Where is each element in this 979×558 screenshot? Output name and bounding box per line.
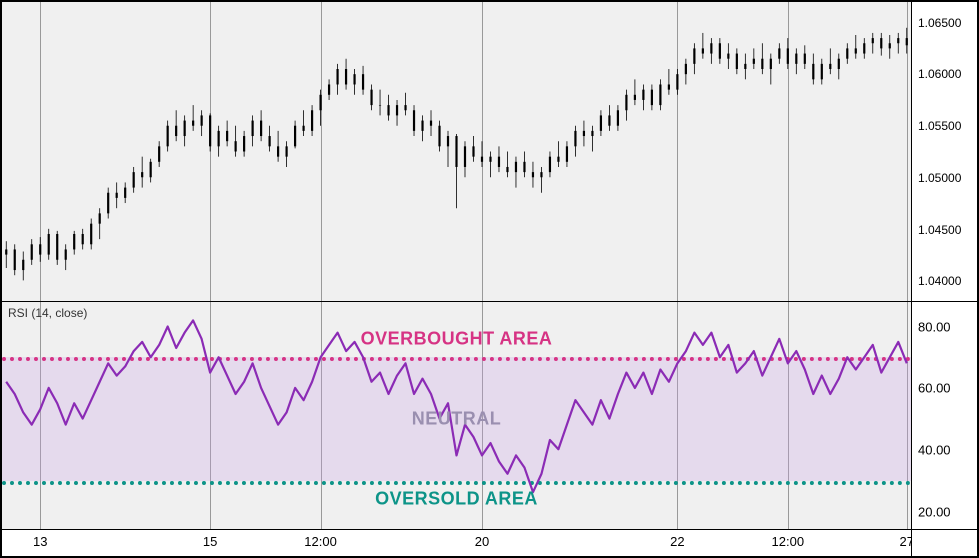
rsi-title: RSI (14, close) — [8, 306, 87, 320]
x-axis-spacer — [911, 530, 977, 556]
price-ytick-label: 1.05500 — [918, 119, 961, 133]
price-y-axis: 1.04000 1.04500 1.05000 1.05500 1.06000 1.065… — [911, 2, 977, 301]
price-ytick-label: 1.04000 — [918, 274, 961, 288]
candlestick-series — [2, 2, 911, 301]
price-ytick-label: 1.06000 — [918, 67, 961, 81]
x-axis-tick-label: 12:00 — [304, 534, 337, 549]
rsi-ytick-label: 60.00 — [918, 381, 951, 396]
x-axis-tick-label: 27 — [900, 534, 911, 549]
x-axis-tick-label: 22 — [670, 534, 684, 549]
rsi-panel: RSI (14, close) OVERBOUGHT AREA NEUTRAL … — [2, 302, 977, 530]
price-ytick-label: 1.06500 — [918, 16, 961, 30]
price-plot-area[interactable] — [2, 2, 911, 301]
rsi-ytick-label: 80.00 — [918, 319, 951, 334]
rsi-overbought-label: OVERBOUGHT AREA — [361, 328, 553, 349]
chart-container: 1.04000 1.04500 1.05000 1.05500 1.06000 1.065… — [0, 0, 979, 558]
rsi-ytick-label: 40.00 — [918, 442, 951, 457]
price-ytick-label: 1.05000 — [918, 171, 961, 185]
rsi-y-axis: 20.00 40.00 60.00 80.00 — [911, 302, 977, 529]
rsi-neutral-label: NEUTRAL — [412, 409, 502, 430]
x-axis-area: 13 15 12:00 20 22 12:00 27 — [2, 530, 911, 556]
rsi-ytick-label: 20.00 — [918, 504, 951, 519]
price-ytick-label: 1.04500 — [918, 223, 961, 237]
price-panel: 1.04000 1.04500 1.05000 1.05500 1.06000 1.065… — [2, 2, 977, 302]
x-axis-panel: 13 15 12:00 20 22 12:00 27 — [2, 530, 977, 556]
x-axis-tick-label: 15 — [203, 534, 217, 549]
x-axis-tick-label: 13 — [33, 534, 47, 549]
x-axis-tick-label: 12:00 — [772, 534, 805, 549]
rsi-oversold-label: OVERSOLD AREA — [375, 489, 538, 510]
x-axis-tick-label: 20 — [475, 534, 489, 549]
rsi-plot-area[interactable]: RSI (14, close) OVERBOUGHT AREA NEUTRAL … — [2, 302, 911, 529]
